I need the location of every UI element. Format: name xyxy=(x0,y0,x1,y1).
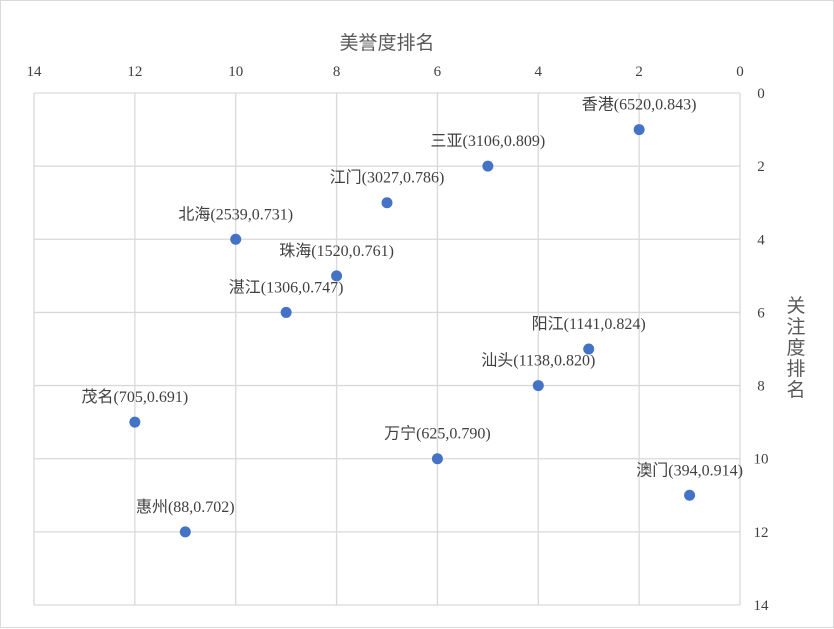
y-tick-label: 8 xyxy=(757,379,765,395)
x-axis-title: 美誉度排名 xyxy=(339,32,434,54)
x-tick-label: 10 xyxy=(228,64,243,80)
y-tick-label: 14 xyxy=(754,598,770,614)
data-label: 珠海(1520,0.761) xyxy=(279,242,394,260)
x-tick-label: 14 xyxy=(27,64,43,80)
y-tick-label: 6 xyxy=(757,305,765,321)
data-label: 江门(3027,0.786) xyxy=(330,169,445,187)
x-tick-label: 8 xyxy=(333,64,341,80)
x-tick-label: 6 xyxy=(434,64,442,80)
data-point xyxy=(381,197,393,209)
data-point xyxy=(179,526,191,538)
y-tick-label: 10 xyxy=(754,452,769,468)
data-point xyxy=(280,306,292,318)
tick-labels: 0 2 4 6 8 10 12 14 0 2 4 6 8 10 12 14 xyxy=(27,64,770,614)
y-tick-label: 4 xyxy=(757,232,765,248)
data-point xyxy=(230,233,242,245)
x-tick-label: 2 xyxy=(635,64,643,80)
data-label: 北海(2539,0.731) xyxy=(178,205,293,223)
data-point xyxy=(684,489,696,501)
y-tick-label: 0 xyxy=(757,86,765,102)
data-label: 茂名(705,0.691) xyxy=(82,388,189,406)
data-label: 湛江(1306,0.747) xyxy=(229,278,344,296)
data-point xyxy=(532,380,544,392)
data-label: 汕头(1138,0.820) xyxy=(481,352,595,370)
gridlines xyxy=(33,92,741,606)
data-label: 万宁(625,0.790) xyxy=(384,425,491,443)
data-point xyxy=(431,453,443,465)
data-point xyxy=(583,343,595,355)
data-point xyxy=(129,416,141,428)
data-points xyxy=(129,124,696,538)
y-tick-label: 12 xyxy=(754,525,769,541)
data-label: 澳门(394,0.914) xyxy=(636,461,743,479)
y-axis-title: 关注度排名 xyxy=(786,295,805,401)
data-labels: 香港(6520,0.843) 三亚(3106,0.809) 江门(3027,0.78… xyxy=(82,96,743,516)
data-point xyxy=(331,270,343,282)
x-tick-label: 0 xyxy=(736,64,744,80)
data-label: 三亚(3106,0.809) xyxy=(431,133,546,150)
data-point xyxy=(482,160,494,172)
x-tick-label: 12 xyxy=(127,64,142,80)
y-tick-label: 2 xyxy=(757,159,765,175)
data-label: 香港(6520,0.843) xyxy=(582,96,697,114)
data-point xyxy=(633,124,645,136)
data-label: 惠州(88,0.702) xyxy=(136,498,235,516)
x-tick-label: 4 xyxy=(535,64,543,80)
data-label: 阳江(1141,0.824) xyxy=(532,315,646,333)
